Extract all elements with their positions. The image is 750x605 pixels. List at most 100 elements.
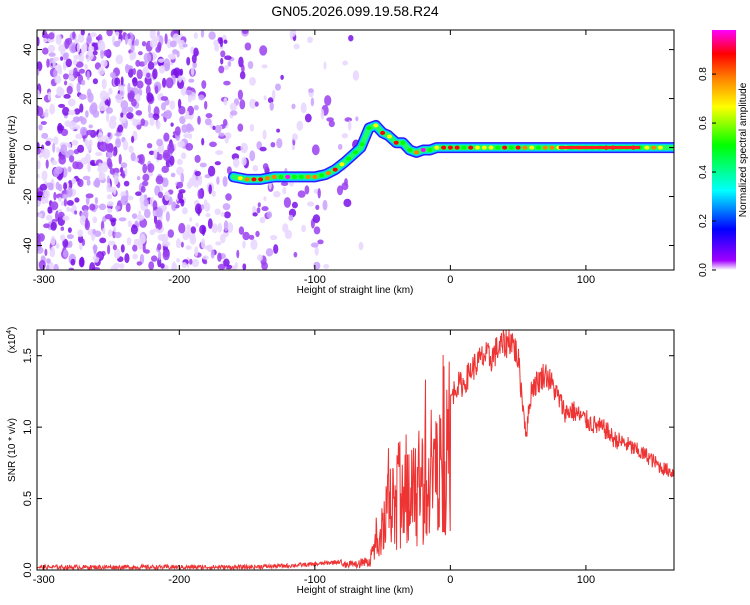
colorbar-tick-label: 0.0 [698,263,709,277]
spectrogram-y-tick-label: -20 [22,189,34,205]
noise-blob [248,234,255,240]
noise-blob [127,82,131,94]
noise-blob [106,194,112,200]
noise-blob [249,98,257,109]
noise-blob [54,166,63,175]
noise-blob [200,30,205,38]
noise-blob [291,145,295,151]
ridge-hotspot [312,174,318,179]
noise-blob [127,38,132,47]
ridge-hotspot [536,145,541,150]
noise-blob [165,211,170,222]
noise-blob [38,213,43,219]
noise-blob [259,216,266,224]
noise-blob [236,249,240,259]
noise-blob [223,80,231,86]
noise-blob [167,53,175,59]
noise-blob [132,244,138,252]
noise-blob [126,237,132,246]
noise-blob [67,227,72,233]
noise-blob [201,204,205,210]
noise-blob [229,102,237,112]
noise-blob [180,241,184,248]
noise-blob [85,217,89,228]
noise-blob [107,208,113,213]
noise-blob [56,146,60,153]
noise-blob [98,66,105,76]
noise-blob [155,120,161,130]
noise-blob [68,155,75,163]
noise-blob [164,33,168,45]
noise-blob [112,244,117,251]
noise-blob [237,89,243,101]
noise-blob [140,185,146,193]
noise-blob [90,32,97,38]
noise-blob [157,243,162,251]
ridge-hotspot [359,142,365,147]
noise-blob [142,173,150,182]
noise-blob [50,221,57,231]
noise-blob [54,64,62,72]
noise-blob [85,193,94,199]
noise-blob [223,220,229,232]
noise-blob [135,59,141,67]
noise-blob [120,195,128,206]
noise-blob [160,96,169,101]
noise-blob [45,140,51,146]
noise-blob [222,119,228,127]
noise-blob [261,206,269,212]
spectrogram-y-label: Frequency (Hz) [7,116,18,185]
noise-blob [244,42,252,51]
noise-blob [122,140,129,151]
noise-blob [320,109,325,120]
noise-blob [223,258,230,267]
noise-blob [144,249,150,254]
noise-blob [282,186,287,195]
noise-blob [110,219,116,227]
noise-blob [204,202,211,212]
noise-blob [270,142,276,148]
noise-blob [118,217,127,222]
noise-blob [48,52,56,57]
noise-blob [92,216,98,224]
noise-blob [201,238,206,249]
snr-y-ticks: 0.0 0.5 1.0 1.5 [22,348,674,578]
noise-blob [147,103,151,114]
noise-blob [163,152,171,162]
noise-blob [66,234,74,240]
noise-blob [74,108,81,115]
noise-blob [63,73,69,80]
ridge-hotspot [373,123,379,128]
noise-blob [128,145,134,153]
noise-blob [250,239,258,251]
ridge-hotspot [481,145,487,150]
noise-blob [207,218,213,229]
noise-blob [146,92,154,103]
noise-blob [82,175,91,181]
noise-blob [205,113,213,119]
noise-blob [146,72,151,78]
noise-blob [154,85,159,95]
noise-blob [194,246,199,257]
noise-blob [337,143,343,150]
noise-blob [81,79,86,86]
noise-blob [72,161,79,170]
noise-blob [308,88,314,93]
noise-blob [115,54,124,65]
noise-blob [177,98,182,109]
noise-blob [215,241,222,246]
noise-blob [130,44,135,52]
noise-blob [238,226,245,235]
noise-blob [50,201,59,211]
noise-blob [311,144,320,156]
noise-blob [252,165,259,172]
noise-blob [37,174,40,179]
noise-blob [60,128,69,137]
noise-blob [94,197,99,205]
noise-blob [291,201,298,209]
noise-blob [78,93,87,100]
noise-blob [323,264,330,269]
noise-blob [61,106,70,116]
noise-blob [99,141,108,152]
noise-blob [68,109,76,116]
